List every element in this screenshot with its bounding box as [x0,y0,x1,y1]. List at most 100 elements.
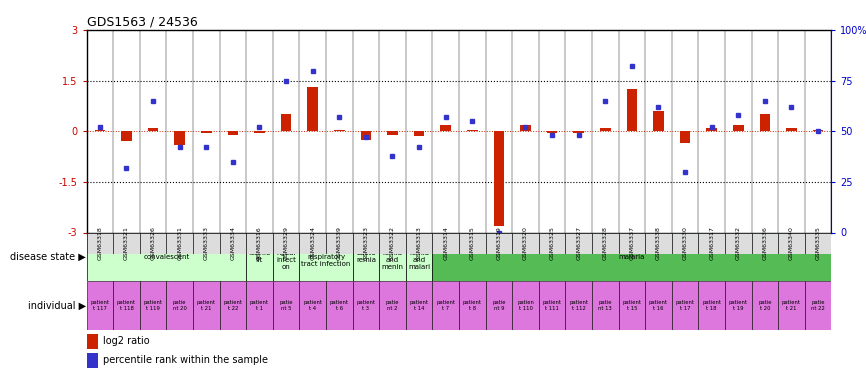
Text: patie
nt 22: patie nt 22 [811,300,825,311]
Text: malaria: malaria [618,254,645,260]
Text: patient
t 22: patient t 22 [223,300,242,311]
Bar [494,131,504,226]
Text: patient
t 118: patient t 118 [117,300,136,311]
Text: patient
t 117: patient t 117 [90,300,109,311]
Text: convalescent: convalescent [143,254,190,260]
FancyBboxPatch shape [220,281,246,330]
Text: patient
t 19: patient t 19 [729,300,747,311]
Bar [360,131,372,140]
Bar [520,124,531,131]
Text: patient
t 14: patient t 14 [410,300,429,311]
FancyBboxPatch shape [379,232,406,281]
Text: bacte
remia: bacte remia [356,251,376,263]
FancyBboxPatch shape [87,232,113,254]
Bar [148,128,158,131]
Text: patient
t 15: patient t 15 [623,300,642,311]
Bar [573,131,584,133]
Bar [812,130,824,131]
Text: GSM63322: GSM63322 [390,226,395,261]
Text: GSM63318: GSM63318 [97,226,102,260]
Text: GSM63330: GSM63330 [682,226,688,260]
Text: patient
t 21: patient t 21 [197,300,216,311]
Text: GSM63321: GSM63321 [124,226,129,260]
FancyBboxPatch shape [779,281,805,330]
Bar [121,131,132,141]
FancyBboxPatch shape [406,281,432,330]
FancyBboxPatch shape [512,281,539,330]
FancyBboxPatch shape [326,232,352,254]
Bar [307,87,318,131]
Text: GSM63319: GSM63319 [496,226,501,260]
FancyBboxPatch shape [326,281,352,330]
FancyBboxPatch shape [805,232,831,254]
FancyBboxPatch shape [592,281,618,330]
FancyBboxPatch shape [246,232,273,254]
FancyBboxPatch shape [752,281,779,330]
FancyBboxPatch shape [645,281,672,330]
Text: percentile rank within the sample: percentile rank within the sample [103,355,268,365]
Text: patie
nt 5: patie nt 5 [280,300,293,311]
FancyBboxPatch shape [539,281,565,330]
Text: patie
nt 2: patie nt 2 [385,300,399,311]
Bar [87,334,98,349]
FancyBboxPatch shape [352,232,379,281]
FancyBboxPatch shape [432,232,459,254]
FancyBboxPatch shape [432,232,831,281]
Text: patient
t 8: patient t 8 [462,300,481,311]
FancyBboxPatch shape [725,281,752,330]
FancyBboxPatch shape [698,281,725,330]
FancyBboxPatch shape [672,281,698,330]
Text: GSM63331: GSM63331 [178,226,182,260]
Bar [228,131,238,135]
FancyBboxPatch shape [698,232,725,254]
Text: patient
t 111: patient t 111 [543,300,561,311]
FancyBboxPatch shape [273,232,300,281]
Bar [600,128,611,131]
FancyBboxPatch shape [512,232,539,254]
FancyBboxPatch shape [193,232,220,254]
FancyBboxPatch shape [459,281,486,330]
Bar [733,124,744,131]
FancyBboxPatch shape [87,281,113,330]
FancyBboxPatch shape [539,232,565,254]
FancyBboxPatch shape [432,281,459,330]
Text: patient
t 112: patient t 112 [569,300,588,311]
FancyBboxPatch shape [486,232,512,254]
FancyBboxPatch shape [139,281,166,330]
FancyBboxPatch shape [406,232,432,281]
Text: patient
t 18: patient t 18 [702,300,721,311]
Bar [759,114,770,131]
FancyBboxPatch shape [246,281,273,330]
Text: lower
respiratory
tract infection: lower respiratory tract infection [301,247,351,267]
Text: GSM63328: GSM63328 [603,226,608,260]
FancyBboxPatch shape [220,232,246,254]
Bar [653,111,663,131]
Text: GSM63334: GSM63334 [230,226,236,261]
Text: GSM63327: GSM63327 [576,226,581,261]
FancyBboxPatch shape [379,232,406,254]
Text: GSM63317: GSM63317 [709,226,714,260]
FancyBboxPatch shape [273,281,300,330]
Bar [334,130,345,131]
Text: patient
t 1: patient t 1 [250,300,269,311]
Text: bacte
remia
and
malari: bacte remia and malari [408,243,430,270]
Text: patie
nt 9: patie nt 9 [492,300,506,311]
Text: GSM63333: GSM63333 [204,226,209,261]
Text: disease state ▶: disease state ▶ [10,252,86,262]
FancyBboxPatch shape [300,232,352,281]
Text: GSM63332: GSM63332 [736,226,740,261]
FancyBboxPatch shape [486,281,512,330]
Text: log2 ratio: log2 ratio [103,336,150,346]
Bar [387,131,397,135]
FancyBboxPatch shape [300,232,326,254]
FancyBboxPatch shape [565,232,592,254]
Text: GSM63323: GSM63323 [364,226,368,261]
Text: patient
t 119: patient t 119 [144,300,163,311]
FancyBboxPatch shape [725,232,752,254]
Bar [281,114,292,131]
Bar [786,128,797,131]
Bar [467,130,478,131]
Bar [626,89,637,131]
Text: GSM63336: GSM63336 [762,226,767,260]
Text: phary
ngeal
infect
on: phary ngeal infect on [276,243,296,270]
